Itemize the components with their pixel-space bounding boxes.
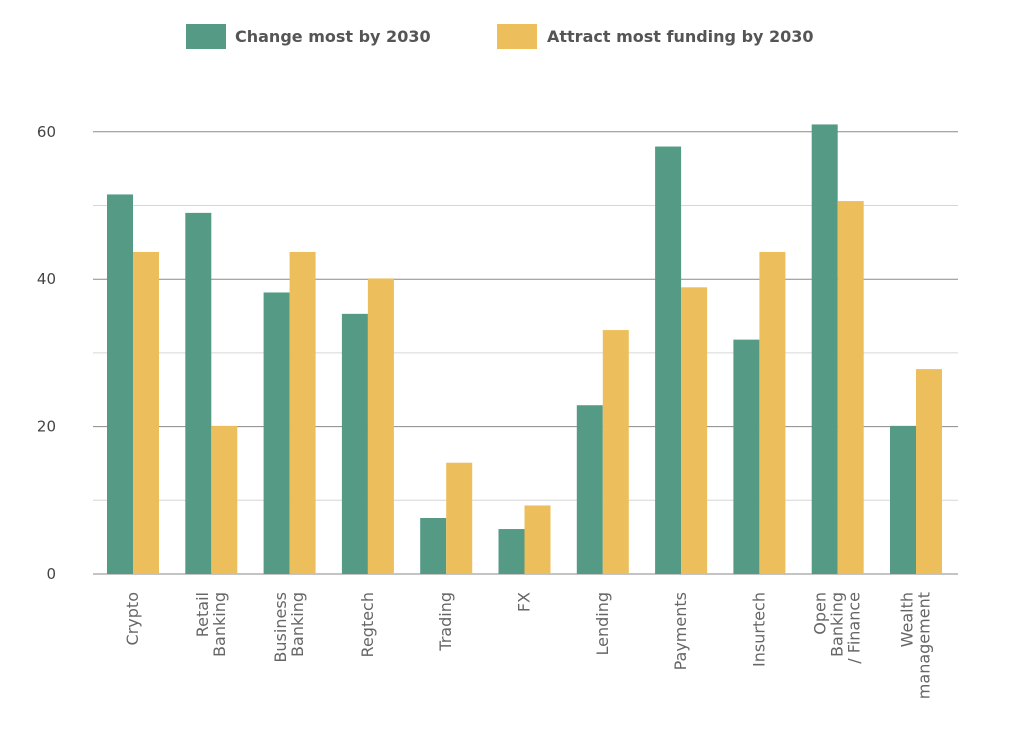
x-tick-label: Payments [671,592,690,670]
x-tick-label-line: Lending [593,592,612,656]
x-tick-label-line: Open [811,592,830,635]
bar-change-most [420,517,447,574]
bar-attract-funding [367,278,394,574]
x-tick-label-line: Payments [671,592,690,670]
x-tick-label-line: management [915,592,934,699]
x-tick-label-line: Banking [828,592,847,657]
x-tick-label-line: Crypto [123,592,142,645]
bar-attract-funding [133,251,159,574]
x-tick-label-line: FX [515,592,534,612]
x-tick-label-line: Retail [193,592,212,637]
y-axis: 0 20 40 60 [37,123,56,583]
bar-attract-funding [524,505,551,574]
y-tick-label: 20 [37,418,56,436]
x-tick-label-line: Regtech [358,592,377,657]
x-tick-label-line: Insurtech [749,592,768,667]
x-tick-label-line: Trading [436,592,455,652]
y-tick-label: 0 [46,565,56,583]
bar-change-most [498,529,525,574]
bar-attract-funding [602,330,629,574]
bar-change-most [890,425,916,574]
y-tick-label: 40 [37,270,56,288]
bar-attract-funding [681,287,708,574]
bar-change-most [107,194,133,574]
bar-attract-funding [446,462,473,574]
x-tick-label-line: Wealth [898,592,917,647]
bar-change-most [341,313,368,574]
bar-change-most [811,124,838,575]
legend-label-attract-funding: Attract most funding by 2030 [547,27,814,46]
x-tick-label-line: Banking [288,592,307,657]
legend-swatch-change-most [186,24,226,49]
x-tick-label: Lending [593,592,612,656]
legend-swatch-attract-funding [497,24,537,49]
bar-attract-funding [837,201,864,574]
bar-change-most [185,212,212,574]
x-tick-label-line: Business [271,592,290,663]
bar-attract-funding [289,251,316,574]
x-tick-label: Insurtech [749,592,768,667]
x-tick-label: Crypto [123,592,142,645]
bar-change-most [733,339,760,574]
x-tick-label: Trading [436,592,455,652]
x-tick-label-line: Banking [210,592,229,657]
x-tick-label: FX [515,592,534,612]
bar-change-most [263,292,290,574]
bar-change-most [576,405,603,574]
bar-attract-funding [916,369,942,574]
bar-attract-funding [759,251,786,574]
bar-change-most [655,146,682,575]
legend: Change most by 2030 Attract most funding… [186,24,814,49]
x-tick-label-line: / Finance [845,592,864,664]
bar-attract-funding [211,425,238,574]
x-tick-label: Regtech [358,592,377,657]
bars [107,124,942,575]
legend-label-change-most: Change most by 2030 [235,27,431,46]
y-tick-label: 60 [37,123,56,141]
